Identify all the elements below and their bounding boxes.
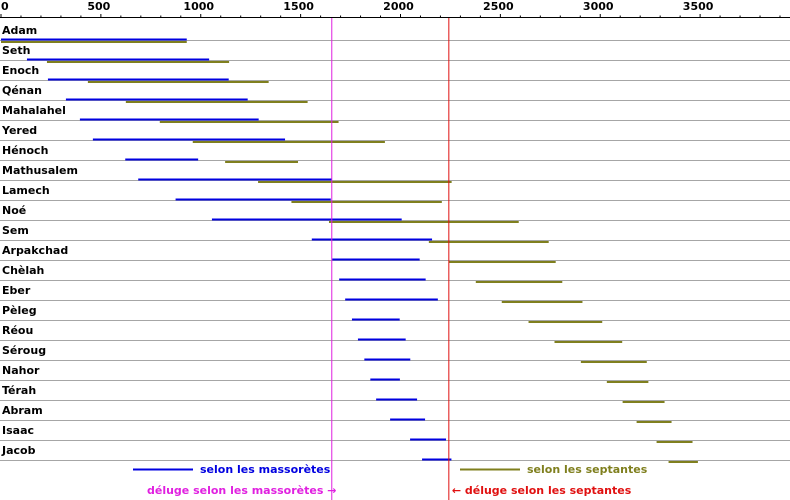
legend: selon les massorètes selon les septantes d… — [133, 463, 648, 497]
x-tick-label-3500: 3500 — [683, 0, 714, 13]
row-label-1: Seth — [2, 44, 30, 57]
x-tick-label-2500: 2500 — [483, 0, 514, 13]
row-label-21: Jacob — [1, 444, 36, 457]
row-label-10: Sem — [2, 224, 29, 237]
legend-deluge-septantes-label: ← déluge selon les septantes — [452, 484, 632, 497]
row-label-2: Enoch — [2, 64, 39, 77]
x-tick-label-3000: 3000 — [583, 0, 614, 13]
x-tick-label-2000: 2000 — [383, 0, 414, 13]
row-label-4: Mahalahel — [2, 104, 66, 117]
person-labels: Adam Seth Enoch Qénan Mahalahel Yered Hénoch Ma… — [1, 24, 78, 457]
legend-deluge-massoretes-label: déluge selon les massorètes → — [147, 484, 336, 497]
row-label-18: Térah — [2, 384, 36, 397]
row-label-12: Chèlah — [2, 264, 44, 277]
row-label-19: Abram — [2, 404, 43, 417]
row-label-17: Nahor — [2, 364, 40, 377]
row-label-7: Mathusalem — [2, 164, 78, 177]
legend-septantes-label: selon les septantes — [527, 463, 648, 476]
row-label-6: Hénoch — [2, 144, 48, 157]
row-label-16: Séroug — [2, 344, 46, 357]
x-tick-label-0: 0 — [1, 0, 9, 13]
deluge-lines — [331, 18, 450, 500]
x-tick-label-1500: 1500 — [283, 0, 314, 13]
row-label-13: Eber — [2, 284, 31, 297]
x-tick-label-500: 500 — [87, 0, 110, 13]
lifespan-bars — [1, 38, 698, 463]
row-label-11: Arpakchad — [2, 244, 68, 257]
row-label-15: Réou — [2, 324, 33, 337]
row-label-20: Isaac — [2, 424, 34, 437]
x-axis: 0 500 1000 1500 2000 2500 3000 3500 — [0, 0, 790, 18]
row-label-9: Noé — [2, 204, 26, 217]
row-label-0: Adam — [2, 24, 37, 37]
x-tick-label-1000: 1000 — [183, 0, 214, 13]
row-label-3: Qénan — [2, 84, 42, 97]
row-separators — [0, 40, 790, 461]
row-label-14: Pèleg — [2, 304, 37, 317]
row-label-5: Yered — [1, 124, 37, 137]
row-label-8: Lamech — [2, 184, 50, 197]
legend-massoretes-label: selon les massorètes — [200, 463, 331, 476]
